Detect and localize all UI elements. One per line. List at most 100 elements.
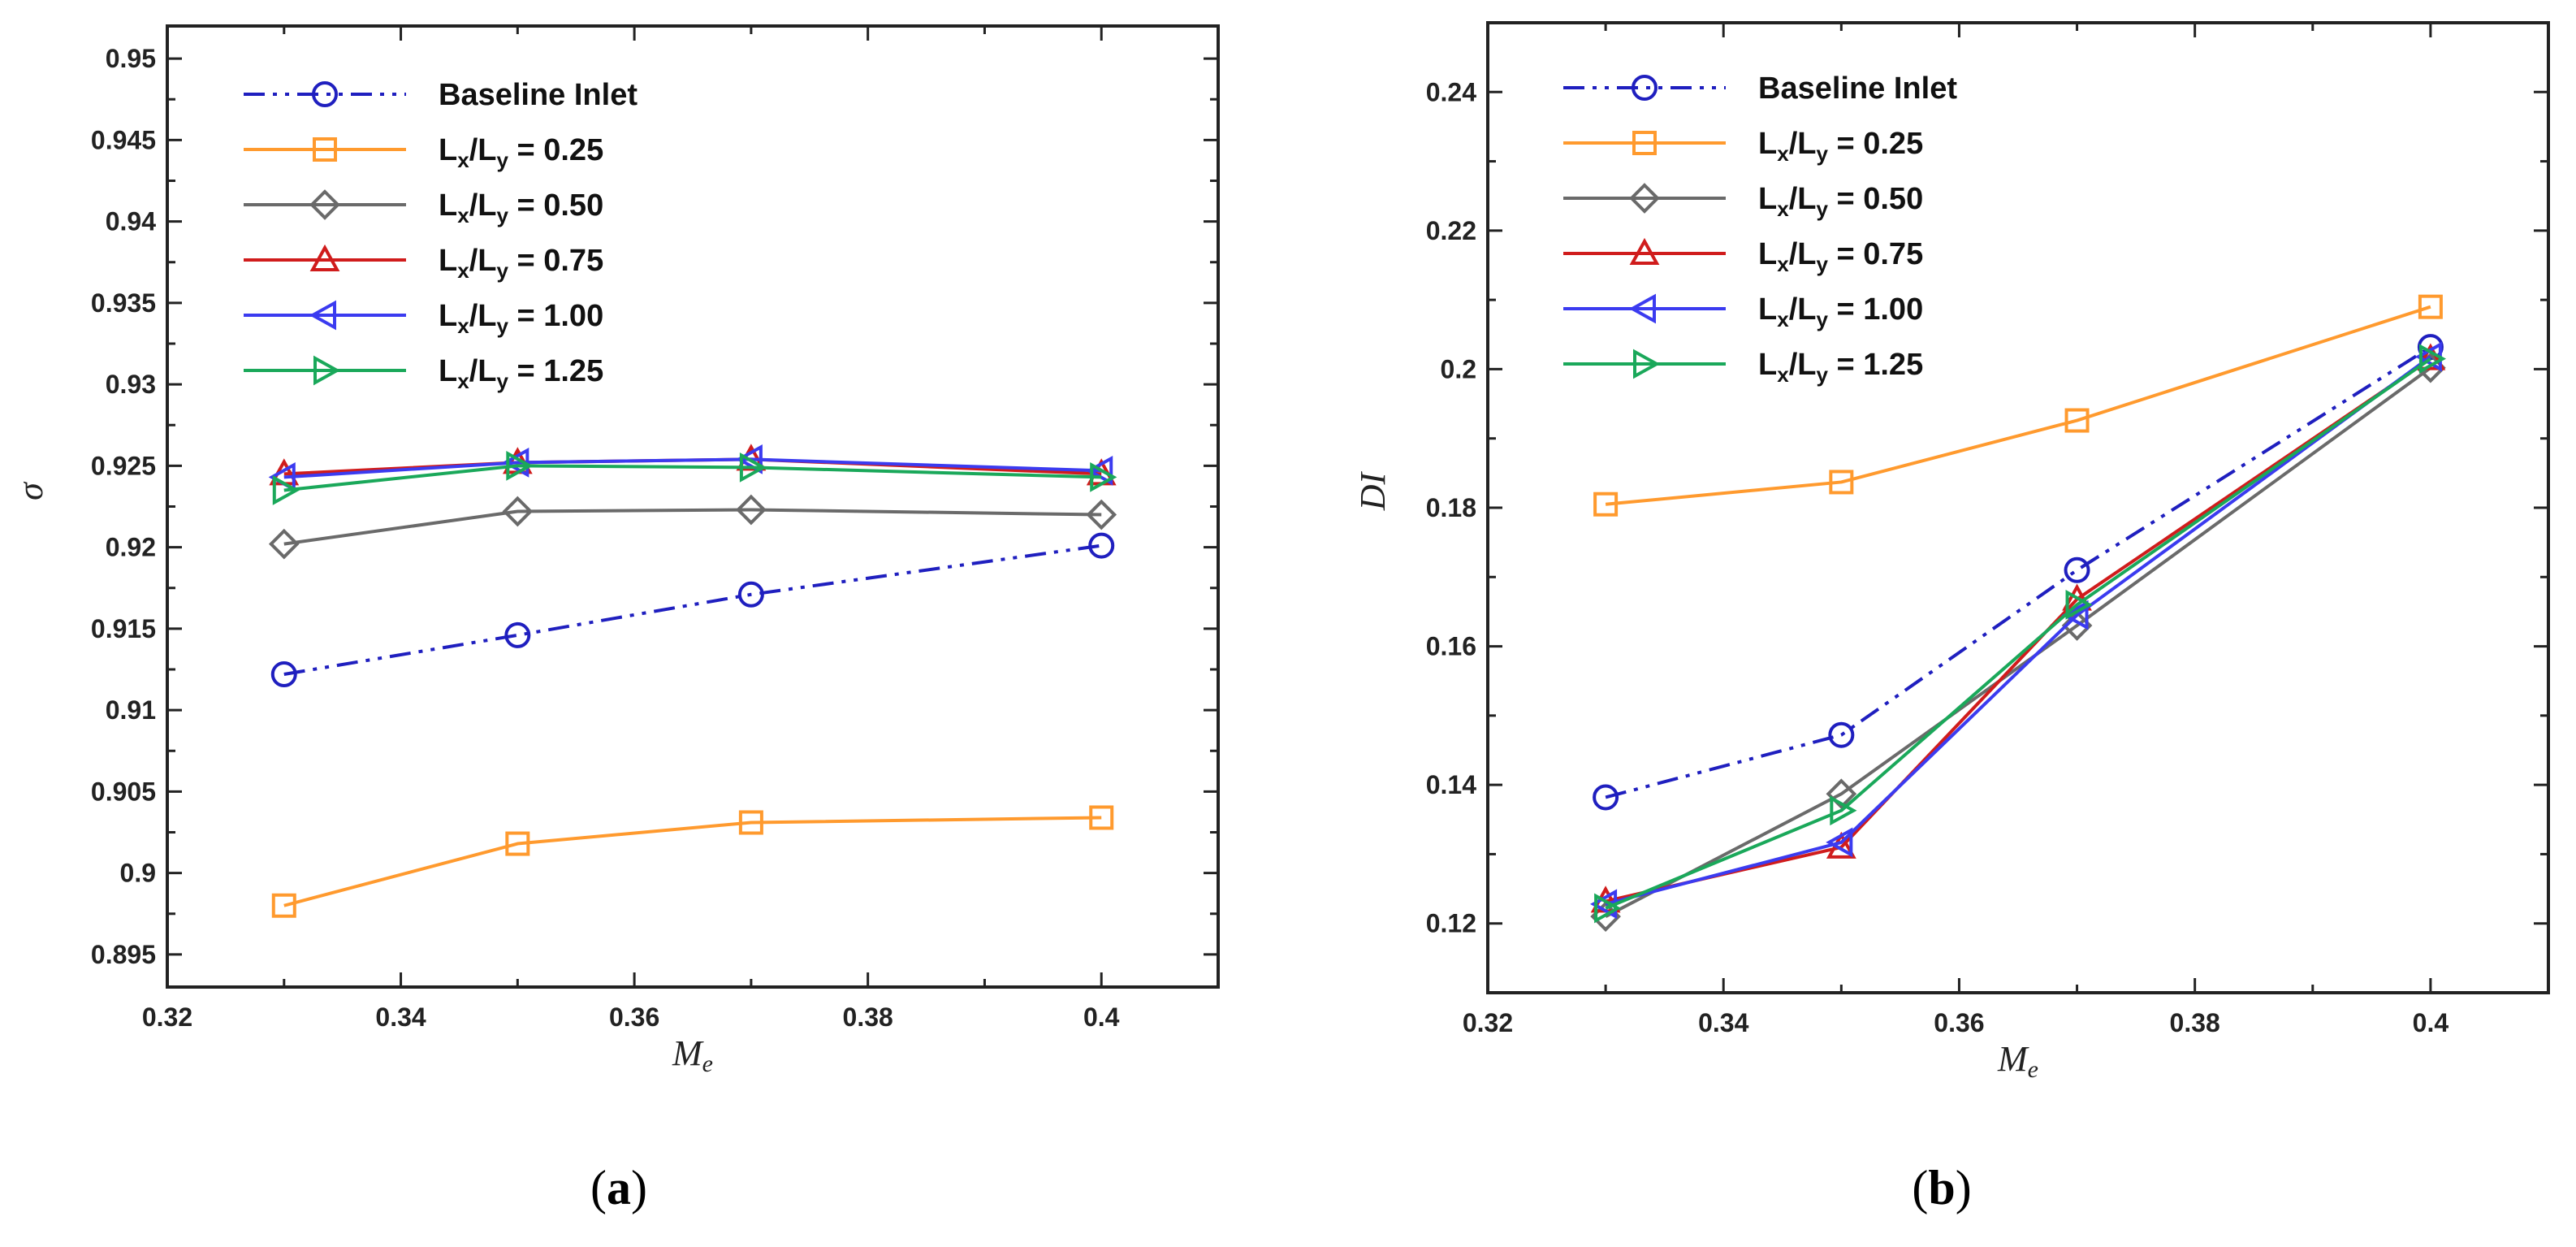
legend-label: Lx/Ly = 0.50 bbox=[1758, 182, 1923, 221]
legend-sub: y bbox=[496, 203, 508, 227]
legend-text: = 0.25 bbox=[1828, 127, 1923, 161]
y-tick-label: 0.92 bbox=[106, 533, 156, 562]
legend-label: Lx/Ly = 0.50 bbox=[439, 188, 603, 227]
data-point bbox=[2064, 556, 2090, 583]
x-tick-label: 0.34 bbox=[375, 1002, 426, 1032]
legend-text: = 0.75 bbox=[1828, 237, 1923, 271]
legend-marker bbox=[1632, 75, 1658, 101]
legend-text: = 1.00 bbox=[508, 299, 603, 333]
data-point bbox=[1826, 778, 1857, 810]
caption-a-close: ) bbox=[631, 1161, 647, 1215]
data-point bbox=[1594, 893, 1622, 924]
data-point bbox=[1086, 499, 1117, 530]
data-point bbox=[1090, 462, 1117, 492]
legend-text: /L bbox=[1789, 348, 1817, 382]
legend-sub: y bbox=[1816, 362, 1828, 387]
legend-label: Lx/Ly = 0.75 bbox=[1758, 237, 1923, 276]
series-line bbox=[283, 543, 1102, 676]
legend-marker bbox=[312, 81, 338, 107]
legend-sub: x bbox=[1777, 362, 1789, 387]
data-point bbox=[272, 475, 300, 505]
y-tick-label: 0.18 bbox=[1426, 493, 1476, 522]
x-axis-label: Me bbox=[1997, 1039, 2038, 1083]
y-tick-label: 0.945 bbox=[91, 125, 156, 154]
legend-text: L bbox=[439, 244, 457, 278]
legend-text: L bbox=[1758, 127, 1777, 161]
legend-sub: y bbox=[496, 369, 508, 393]
legend-marker bbox=[309, 189, 340, 220]
data-point bbox=[1829, 470, 1854, 495]
data-point bbox=[736, 494, 767, 526]
legend-text: /L bbox=[469, 244, 497, 278]
legend-text: = 0.50 bbox=[1828, 182, 1923, 216]
legend-text: /L bbox=[1789, 127, 1817, 161]
data-point bbox=[739, 452, 767, 483]
y-axis-label: σ bbox=[11, 481, 50, 500]
legend-label: Lx/Ly = 0.75 bbox=[439, 244, 603, 283]
x-tick-label: 0.36 bbox=[1934, 1008, 1984, 1037]
legend-text: L bbox=[439, 188, 457, 223]
legend-sub: y bbox=[1816, 141, 1828, 166]
data-point bbox=[2061, 600, 2089, 630]
y-tick-label: 0.24 bbox=[1426, 77, 1476, 106]
legend-sub: x bbox=[457, 369, 469, 393]
legend-text: /L bbox=[469, 299, 497, 333]
legend-text: L bbox=[1758, 237, 1777, 271]
series-line bbox=[1605, 355, 2432, 906]
data-point bbox=[504, 621, 531, 648]
data-point bbox=[1830, 795, 1857, 826]
data-point bbox=[1593, 784, 1619, 811]
legend-sub: x bbox=[1777, 252, 1789, 276]
y-tick-label: 0.935 bbox=[91, 288, 156, 318]
data-point bbox=[268, 528, 300, 560]
y-tick-label: 0.95 bbox=[106, 44, 156, 73]
data-point bbox=[502, 496, 534, 527]
y-tick-label: 0.91 bbox=[106, 695, 156, 725]
legend-sub: y bbox=[496, 258, 508, 283]
legend-label: Lx/Ly = 1.25 bbox=[439, 354, 603, 393]
x-axis-label-main: M bbox=[672, 1033, 704, 1073]
legend-label: Lx/Ly = 0.25 bbox=[1758, 127, 1923, 166]
legend-text: /L bbox=[1789, 292, 1817, 327]
legend-marker bbox=[1629, 183, 1660, 214]
legend-text: L bbox=[439, 354, 457, 388]
x-tick-label: 0.36 bbox=[609, 1002, 659, 1032]
x-tick-label: 0.38 bbox=[843, 1002, 893, 1032]
legend-sub: x bbox=[1777, 141, 1789, 166]
legend-marker bbox=[1632, 131, 1657, 155]
legend-text: = 0.75 bbox=[508, 244, 603, 278]
x-tick-label: 0.32 bbox=[1463, 1008, 1513, 1037]
legend-sub: x bbox=[457, 258, 469, 283]
y-tick-label: 0.2 bbox=[1441, 354, 1476, 383]
y-tick-label: 0.895 bbox=[91, 940, 156, 969]
legend-marker bbox=[313, 355, 341, 386]
legend-label: Baseline Inlet bbox=[1758, 71, 1957, 106]
legend-text: L bbox=[439, 299, 457, 333]
legend-text: L bbox=[1758, 348, 1777, 382]
legend-label: Lx/Ly = 1.00 bbox=[1758, 292, 1923, 331]
legend-text: L bbox=[439, 133, 457, 167]
legend-sub: x bbox=[1777, 307, 1789, 331]
legend-text: /L bbox=[469, 188, 497, 223]
legend-marker bbox=[309, 300, 336, 331]
data-point bbox=[270, 661, 297, 688]
panel-b: 0.32 0.34 0.36 0.38 0.4 0.12 0.14 0.16 0.18 0.2 0.… bbox=[1353, 21, 2550, 1083]
plot-frame bbox=[166, 24, 1220, 989]
data-point bbox=[2064, 408, 2090, 433]
legend-label: Baseline Inlet bbox=[439, 78, 638, 112]
data-point bbox=[737, 581, 764, 608]
y-tick-label: 0.905 bbox=[91, 777, 156, 806]
caption-a-open: ( bbox=[590, 1161, 607, 1215]
series-line bbox=[283, 457, 1102, 479]
x-tick-label: 0.4 bbox=[1083, 1002, 1120, 1032]
legend-sub: y bbox=[496, 148, 508, 172]
caption-a: (a) bbox=[590, 1161, 647, 1215]
legend-text: /L bbox=[1789, 237, 1817, 271]
data-point bbox=[1826, 827, 1853, 858]
data-point bbox=[1088, 532, 1115, 559]
y-tick-label: 0.22 bbox=[1426, 216, 1476, 245]
panel-a: 0.32 0.34 0.36 0.38 0.4 0.895 0.9 0.905 0.91 0.91… bbox=[11, 24, 1220, 1077]
legend-marker bbox=[1629, 237, 1660, 265]
x-tick-label: 0.34 bbox=[1698, 1008, 1748, 1037]
